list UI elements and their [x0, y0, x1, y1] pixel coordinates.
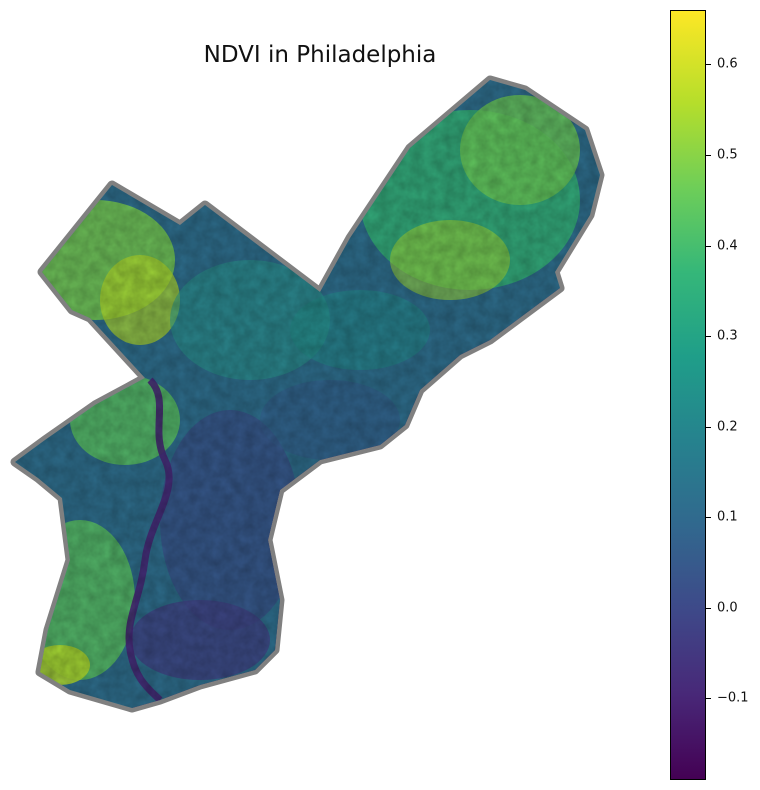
colorbar-tick-mark: [706, 245, 711, 247]
colorbar-tick-label: 0.3: [717, 328, 738, 344]
colorbar-tick-label: 0.0: [717, 600, 738, 616]
colorbar-tick-label: −0.1: [717, 690, 749, 706]
colorbar-tick-mark: [706, 607, 711, 609]
colorbar-tick-mark: [706, 426, 711, 428]
colorbar-tick-label: 0.6: [717, 56, 738, 72]
colorbar-tick-mark: [706, 698, 711, 700]
colorbar-tick-mark: [706, 517, 711, 519]
colorbar-tick-mark: [706, 336, 711, 338]
ndvi-raster: [15, 80, 600, 708]
map-title: NDVI in Philadelphia: [203, 42, 437, 68]
colorbar-tick-mark: [706, 64, 711, 66]
colorbar-tick-mark: [706, 154, 711, 156]
colorbar: [670, 10, 706, 780]
ndvi-map: [10, 75, 605, 713]
colorbar-tick-label: 0.2: [717, 419, 738, 435]
colorbar-tick-label: 0.1: [717, 509, 738, 525]
colorbar-tick-label: 0.5: [717, 147, 738, 163]
colorbar-tick-label: 0.4: [717, 238, 738, 254]
